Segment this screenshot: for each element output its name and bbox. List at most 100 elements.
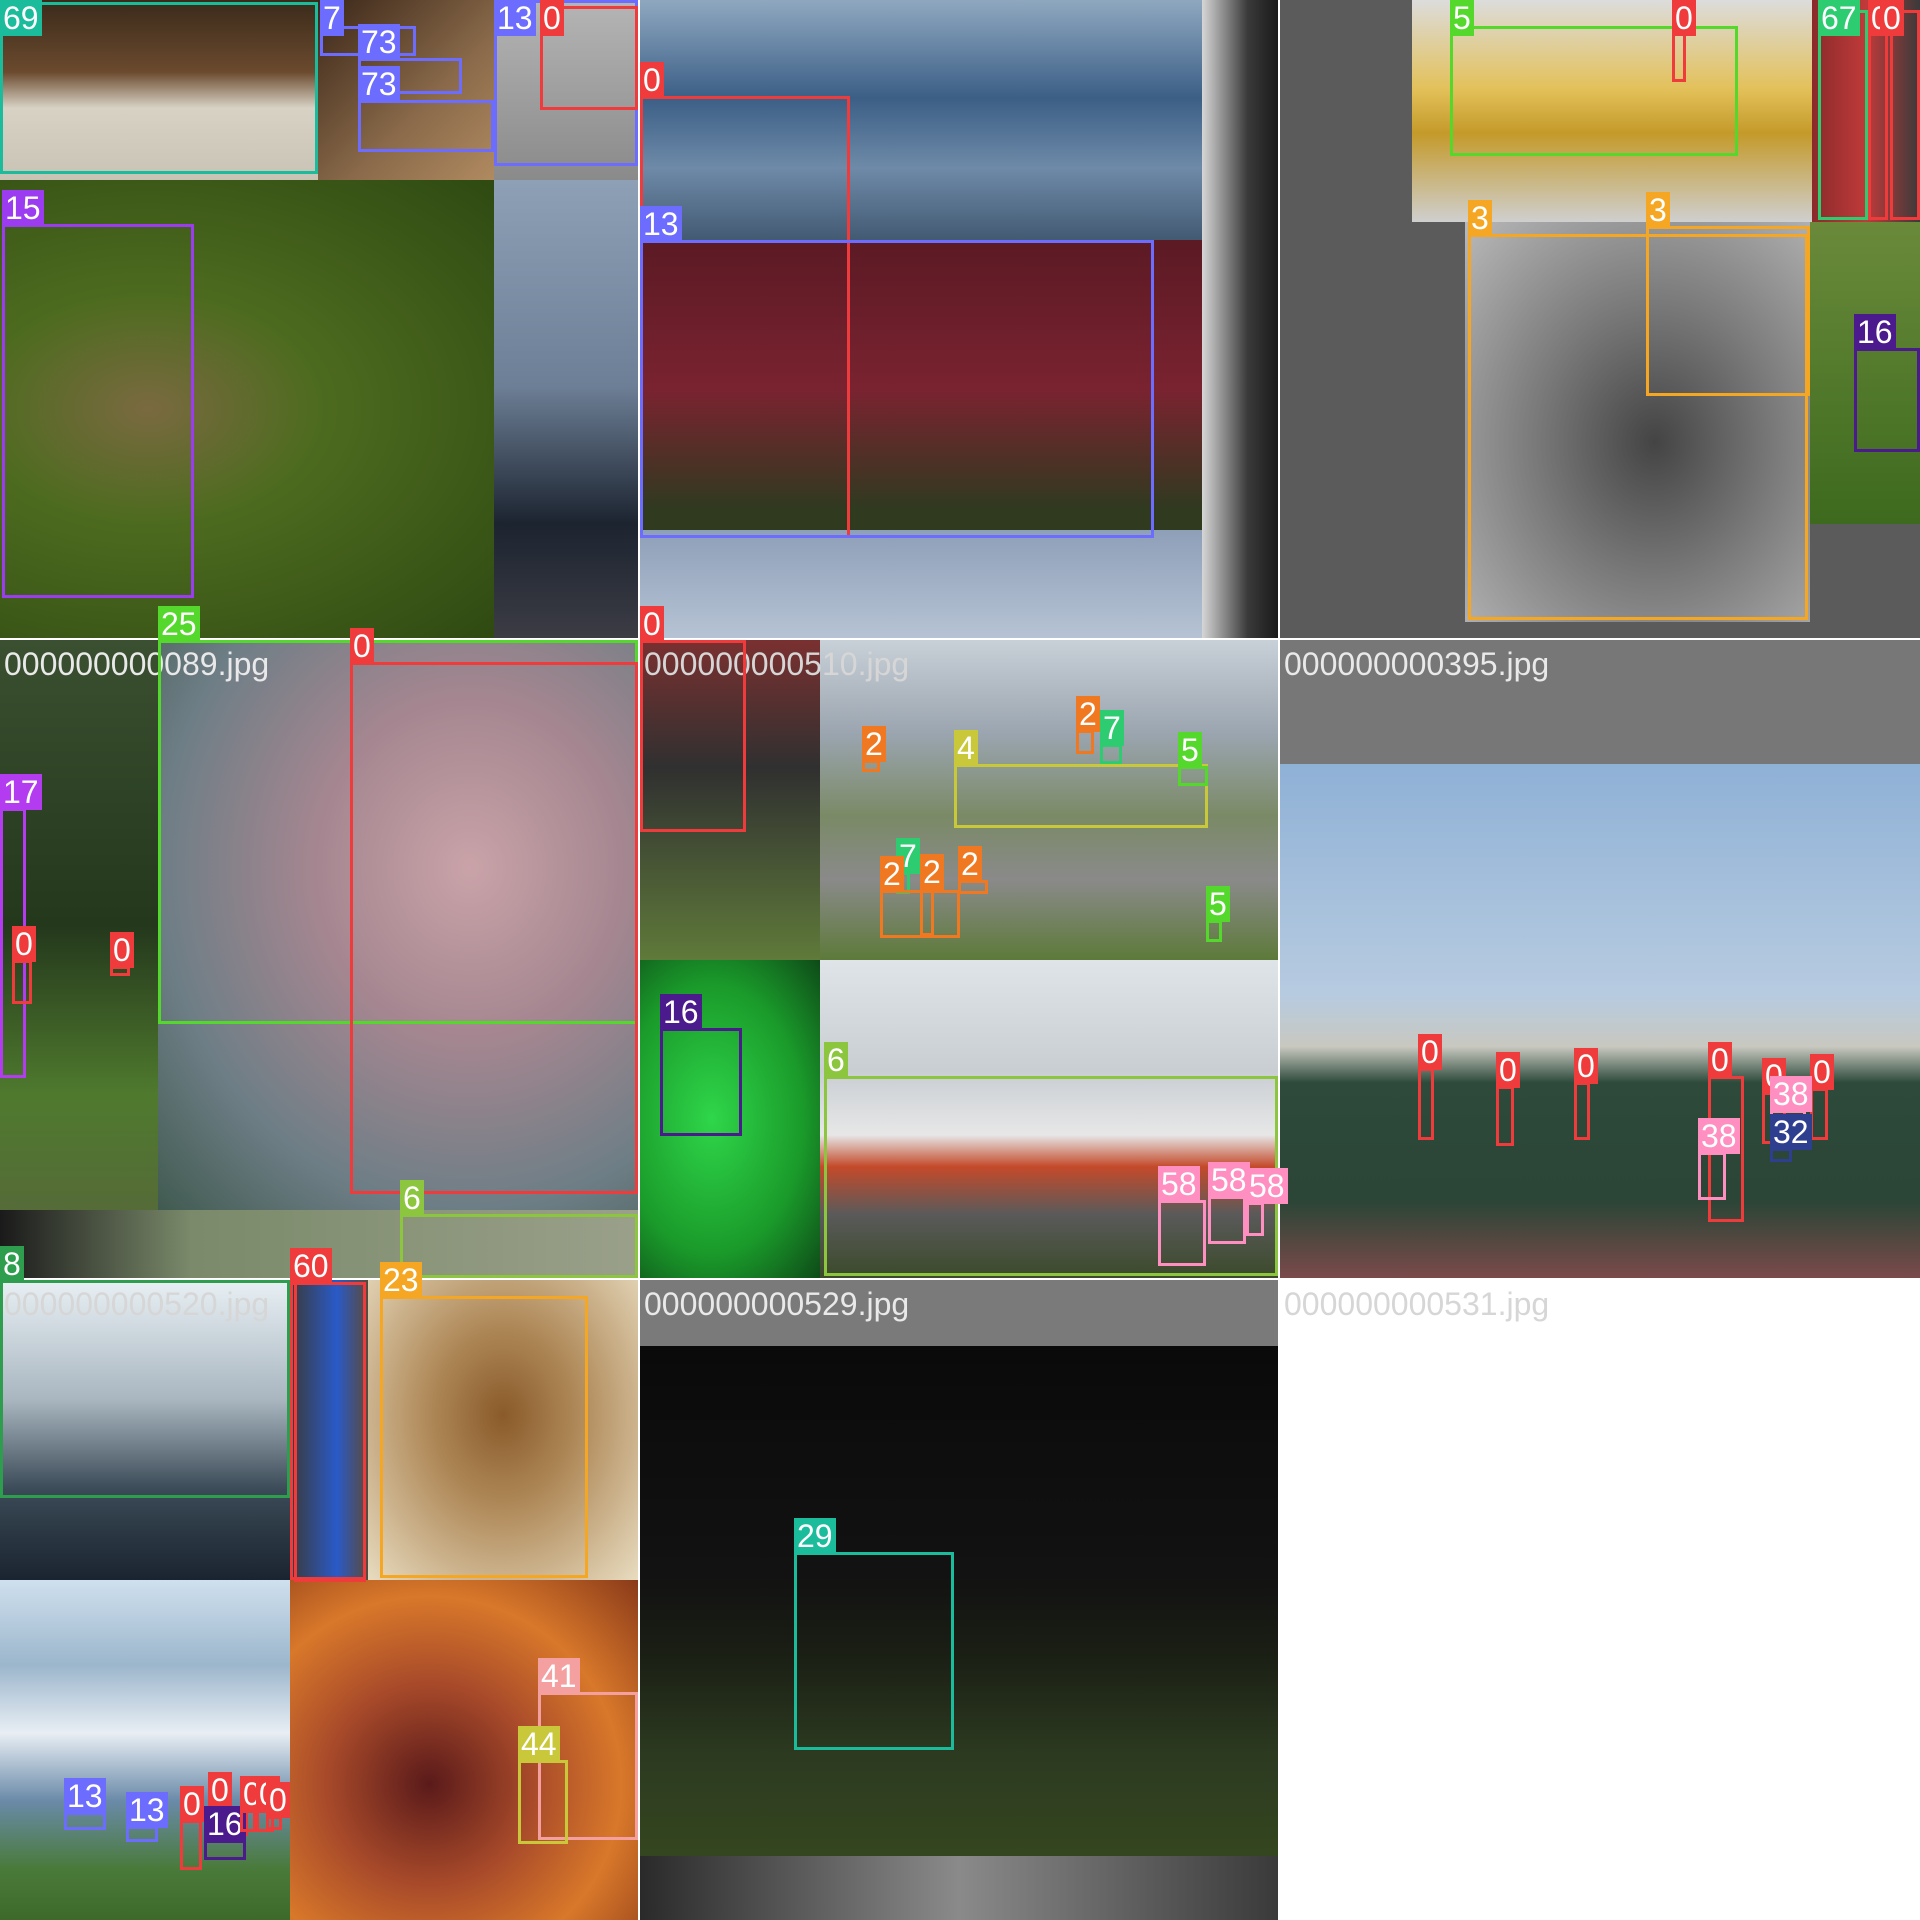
photo-bottom-strip bbox=[640, 1856, 1278, 1920]
photo-airport bbox=[820, 640, 1278, 960]
detection-box bbox=[204, 1840, 246, 1860]
detection-label: 2 bbox=[880, 856, 904, 892]
detection-box bbox=[1158, 1200, 1206, 1266]
detection-box bbox=[538, 1692, 638, 1840]
photo-dog-grass bbox=[1810, 222, 1920, 524]
detection-label: 0 bbox=[1418, 1034, 1442, 1070]
detection-box bbox=[1818, 10, 1868, 220]
detection-box bbox=[640, 240, 1154, 538]
photo-pavement bbox=[640, 530, 1202, 638]
photo-lake bbox=[0, 1580, 290, 1920]
detection-label: 13 bbox=[494, 0, 536, 36]
detection-box bbox=[2, 224, 194, 598]
detection-box bbox=[400, 1214, 638, 1278]
detection-box bbox=[1468, 234, 1808, 620]
grid-separator bbox=[1278, 0, 1280, 1920]
detection-label: 58 bbox=[1208, 1162, 1250, 1198]
detection-label: 41 bbox=[538, 1658, 580, 1694]
detection-label: 2 bbox=[958, 846, 982, 882]
photo-night-field bbox=[640, 1346, 1278, 1856]
photo-cat-shoe bbox=[0, 180, 494, 638]
detection-box bbox=[640, 640, 746, 832]
detection-label: 0 bbox=[1810, 1054, 1834, 1090]
tile-title: 000000000395.jpg bbox=[1284, 646, 1550, 682]
mosaic-tile-7: 000000000520.jpg bbox=[0, 1280, 638, 1920]
detection-label: 0 bbox=[640, 606, 664, 642]
detection-box bbox=[1854, 348, 1920, 452]
mosaic-tile-2 bbox=[640, 0, 1278, 638]
detection-box bbox=[920, 888, 934, 936]
detection-label: 0 bbox=[1672, 0, 1696, 36]
detection-box bbox=[958, 880, 988, 894]
detection-box bbox=[518, 1760, 568, 1844]
detection-label: 38 bbox=[1698, 1118, 1740, 1154]
detection-label: 0 bbox=[1496, 1052, 1520, 1088]
detection-box bbox=[64, 1812, 106, 1830]
detection-label: 5 bbox=[1206, 886, 1230, 922]
detection-box bbox=[1770, 1148, 1792, 1162]
photo-boat bbox=[0, 1280, 290, 1580]
detection-label: 73 bbox=[358, 66, 400, 102]
photo-park bbox=[0, 640, 158, 1210]
tile-title: 000000000510.jpg bbox=[644, 646, 910, 682]
mosaic-tile-4: 000000000089.jpg bbox=[0, 640, 638, 1278]
detection-box bbox=[540, 6, 638, 110]
detection-box bbox=[1810, 1088, 1828, 1140]
detection-label: 58 bbox=[1158, 1166, 1200, 1202]
detection-box bbox=[1450, 26, 1738, 156]
detection-label: 6 bbox=[824, 1042, 848, 1078]
detection-box bbox=[1208, 1196, 1246, 1244]
detection-label: 0 bbox=[110, 932, 134, 968]
detection-box bbox=[1646, 226, 1810, 396]
tile-title: 000000000531.jpg bbox=[1284, 1286, 1550, 1322]
detection-box bbox=[1698, 1152, 1726, 1200]
detection-box bbox=[240, 1810, 256, 1832]
detection-label: 2 bbox=[1076, 696, 1100, 732]
detection-label: 15 bbox=[2, 190, 44, 226]
grid-separator bbox=[0, 1278, 1920, 1280]
detection-label: 67 bbox=[1818, 0, 1860, 36]
detection-label: 4 bbox=[954, 730, 978, 766]
detection-label: 16 bbox=[204, 1806, 246, 1842]
detection-label: 5 bbox=[1178, 732, 1202, 768]
detection-label: 13 bbox=[64, 1778, 106, 1814]
detection-box bbox=[0, 1280, 290, 1498]
detection-label: 2 bbox=[862, 726, 886, 762]
detection-box bbox=[12, 960, 32, 1004]
detection-label: 0 bbox=[640, 62, 664, 98]
photo-tree-sky bbox=[494, 180, 638, 638]
detection-box bbox=[1178, 766, 1208, 786]
detection-label: 16 bbox=[660, 994, 702, 1030]
photo-woman-blue bbox=[290, 1280, 368, 1580]
detection-label: 23 bbox=[380, 1262, 422, 1298]
tile-title: 000000000529.jpg bbox=[644, 1286, 910, 1322]
detection-label: 3 bbox=[1646, 192, 1670, 228]
mosaic-tile-6: 000000000395.jpg bbox=[1280, 640, 1920, 1278]
detection-box bbox=[794, 1552, 954, 1750]
detection-box bbox=[1890, 10, 1920, 220]
photo-motocross bbox=[640, 640, 820, 960]
detection-box bbox=[290, 1282, 366, 1580]
detection-label: 17 bbox=[0, 774, 42, 810]
detection-label: 0 bbox=[12, 926, 36, 962]
detection-box bbox=[350, 662, 638, 1194]
detection-label: 7 bbox=[320, 0, 344, 36]
detection-label: 13 bbox=[640, 206, 682, 242]
photo-train bbox=[820, 960, 1278, 1278]
detection-label: 60 bbox=[290, 1248, 332, 1284]
detection-box bbox=[1206, 920, 1222, 942]
detection-label: 44 bbox=[518, 1726, 560, 1762]
photo-bench bbox=[640, 240, 1202, 540]
detection-label: 13 bbox=[126, 1792, 168, 1828]
photo-school-bus bbox=[1412, 0, 1812, 222]
detection-box bbox=[180, 1820, 202, 1870]
grid-separator bbox=[0, 638, 1920, 640]
detection-label: 0 bbox=[1708, 1042, 1732, 1078]
mosaic-tile-9: 000000000531.jpg bbox=[1280, 1280, 1920, 1920]
photo-motorcycle bbox=[1465, 222, 1810, 622]
detection-label: 0 bbox=[1880, 0, 1904, 36]
photo-giraffe bbox=[368, 1280, 638, 1580]
detection-label: 0 bbox=[1574, 1048, 1598, 1084]
detection-box bbox=[1574, 1082, 1590, 1140]
tile-title: 000000000089.jpg bbox=[4, 646, 270, 682]
